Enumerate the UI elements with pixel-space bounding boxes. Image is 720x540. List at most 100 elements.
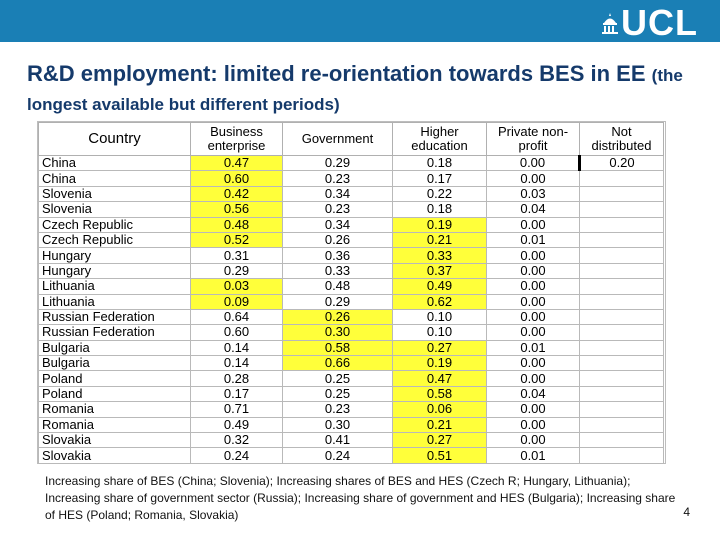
table-row: Romania 0.71 0.23 0.06 0.00 [38,401,664,418]
value-cell: 0.30 [282,324,393,341]
value-cell: 0.37 [392,262,487,280]
table-row: Poland 0.28 0.25 0.47 0.00 [38,370,664,387]
value-cell: 0.64 [190,308,283,326]
value-cell: 0.17 [190,385,283,403]
value-cell [579,355,664,372]
value-cell: 0.49 [190,416,283,434]
value-cell: 0.06 [392,401,487,418]
table-row: Slovenia 0.56 0.23 0.18 0.04 [38,201,664,218]
country-cell: Czech Republic [38,216,191,233]
value-cell [579,293,664,310]
value-cell: 0.49 [392,278,487,295]
country-cell: China [38,154,191,172]
value-cell [579,370,664,387]
value-cell: 0.00 [486,247,580,264]
value-cell [579,278,664,295]
header-band: UCL [0,0,720,42]
value-cell: 0.27 [392,432,487,449]
value-cell: 0.19 [392,355,487,372]
value-cell: 0.27 [392,339,487,357]
table-row: Hungary 0.31 0.36 0.33 0.00 [38,247,664,264]
table-row: Russian Federation 0.60 0.30 0.10 0.00 [38,324,664,341]
country-cell: Russian Federation [38,324,191,341]
value-cell: 0.19 [392,216,487,233]
value-cell: 0.34 [282,216,393,233]
value-cell: 0.31 [190,247,283,264]
value-cell [579,339,664,357]
table-row: Slovakia 0.32 0.41 0.27 0.00 [38,432,664,449]
value-cell: 0.29 [190,262,283,280]
value-cell: 0.00 [486,308,580,326]
value-cell: 0.51 [392,447,487,464]
value-cell: 0.21 [392,416,487,434]
table-header-row: Country Business enterprise Government H… [38,122,664,156]
value-cell: 0.10 [392,324,487,341]
value-cell: 0.00 [486,262,580,280]
logo-text: UCL [621,2,698,43]
table-row: Poland 0.17 0.25 0.58 0.04 [38,385,664,403]
value-cell: 0.00 [486,216,580,233]
value-cell [579,432,664,449]
column-header: Higher education [392,122,487,156]
value-cell: 0.00 [486,278,580,295]
value-cell: 0.00 [486,170,580,187]
value-cell: 0.29 [282,293,393,310]
country-cell: Slovenia [38,185,191,203]
value-cell [579,216,664,233]
value-cell: 0.62 [392,293,487,310]
value-cell: 0.48 [190,216,283,233]
value-cell [579,247,664,264]
value-cell: 0.26 [282,231,393,249]
value-cell [579,401,664,418]
table-row: Slovakia 0.24 0.24 0.51 0.01 [38,447,664,464]
country-cell: Lithuania [38,278,191,295]
table-row: Bulgaria 0.14 0.58 0.27 0.01 [38,339,664,357]
value-cell: 0.34 [282,185,393,203]
column-header: Private non-profit [486,122,580,156]
column-header: Business enterprise [190,122,283,156]
country-cell: Bulgaria [38,339,191,357]
value-cell: 0.41 [282,432,393,449]
country-cell: China [38,170,191,187]
table-row: Lithuania 0.09 0.29 0.62 0.00 [38,293,664,310]
country-cell: Russian Federation [38,308,191,326]
value-cell: 0.00 [486,416,580,434]
value-cell: 0.04 [486,385,580,403]
value-cell: 0.21 [392,231,487,249]
value-cell: 0.18 [392,154,487,172]
value-cell: 0.58 [282,339,393,357]
value-cell: 0.58 [392,385,487,403]
value-cell [579,308,664,326]
value-cell: 0.23 [282,170,393,187]
column-header: Not distributed [579,122,664,156]
value-cell: 0.18 [392,201,487,218]
table-row: China 0.47 0.29 0.18 0.00 0.20 [38,154,664,172]
value-cell: 0.03 [190,278,283,295]
value-cell: 0.66 [282,355,393,372]
page-number: 4 [683,505,690,519]
value-cell: 0.23 [282,201,393,218]
value-cell: 0.00 [486,355,580,372]
value-cell: 0.48 [282,278,393,295]
value-cell: 0.00 [486,324,580,341]
table-row: Russian Federation 0.64 0.26 0.10 0.00 [38,308,664,326]
table-row: Hungary 0.29 0.33 0.37 0.00 [38,262,664,280]
value-cell [579,262,664,280]
country-cell: Romania [38,416,191,434]
value-cell: 0.56 [190,201,283,218]
country-cell: Poland [38,385,191,403]
value-cell: 0.03 [486,185,580,203]
value-cell [579,447,664,464]
value-cell: 0.71 [190,401,283,418]
value-cell: 0.30 [282,416,393,434]
title-subtitle: (the longest available but different per… [27,66,683,114]
value-cell: 0.00 [486,432,580,449]
value-cell: 0.22 [392,185,487,203]
column-header: Government [282,122,393,156]
country-cell: Hungary [38,247,191,264]
dome-icon [601,12,619,34]
value-cell: 0.60 [190,170,283,187]
value-cell: 0.01 [486,339,580,357]
country-cell: Poland [38,370,191,387]
value-cell: 0.33 [282,262,393,280]
